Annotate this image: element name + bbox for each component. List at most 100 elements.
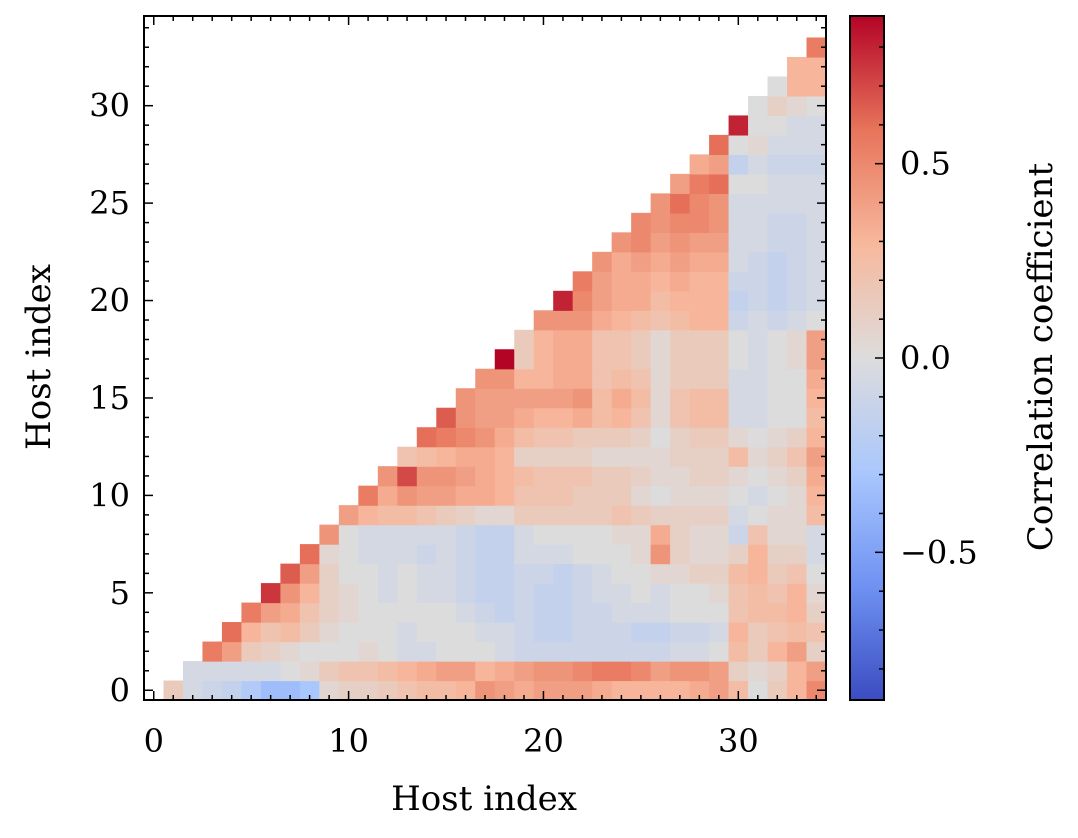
heatmap-cell xyxy=(650,193,671,214)
heatmap-cell xyxy=(533,349,554,370)
heatmap-cell xyxy=(475,427,496,448)
heatmap-cell xyxy=(299,661,320,682)
heatmap-cell xyxy=(650,232,671,253)
heatmap-cell xyxy=(553,485,574,506)
heatmap-cell xyxy=(709,368,730,389)
heatmap-cell xyxy=(806,232,827,253)
heatmap-cell xyxy=(689,602,710,623)
heatmap-cell xyxy=(436,524,457,545)
heatmap-cell xyxy=(514,524,535,545)
heatmap-cell xyxy=(650,466,671,487)
heatmap-cell xyxy=(767,173,788,194)
heatmap-cell xyxy=(689,583,710,604)
heatmap-cell xyxy=(767,154,788,175)
heatmap-cell xyxy=(748,212,769,233)
heatmap-cell xyxy=(709,583,730,604)
heatmap-cell xyxy=(806,388,827,409)
heatmap-cell xyxy=(806,544,827,565)
heatmap-cell xyxy=(475,524,496,545)
heatmap-cell xyxy=(338,661,359,682)
heatmap-cell xyxy=(689,680,710,701)
heatmap-cell xyxy=(806,271,827,292)
heatmap-cell xyxy=(377,622,398,643)
heatmap-cell xyxy=(436,407,457,428)
heatmap-cell xyxy=(377,485,398,506)
heatmap-cell xyxy=(592,583,613,604)
heatmap-cell xyxy=(728,641,749,662)
heatmap-cell xyxy=(514,329,535,350)
heatmap-cell xyxy=(670,505,691,526)
heatmap-cell xyxy=(377,661,398,682)
heatmap-cell xyxy=(650,524,671,545)
heatmap-cell xyxy=(728,427,749,448)
heatmap-cell xyxy=(358,602,379,623)
heatmap-cell xyxy=(436,544,457,565)
heatmap-cell xyxy=(494,388,515,409)
heatmap-cell xyxy=(397,544,418,565)
heatmap-cell xyxy=(748,173,769,194)
heatmap-cell xyxy=(436,661,457,682)
heatmap-cell xyxy=(358,583,379,604)
heatmap-cell xyxy=(611,641,632,662)
heatmap-cell xyxy=(631,427,652,448)
heatmap-cell xyxy=(319,622,340,643)
heatmap-cell xyxy=(709,232,730,253)
heatmap-cell xyxy=(787,134,808,155)
heatmap-cell xyxy=(748,193,769,214)
heatmap-cell xyxy=(611,388,632,409)
heatmap-cell xyxy=(787,641,808,662)
heatmap-cell xyxy=(475,505,496,526)
heatmap-cell xyxy=(767,271,788,292)
heatmap-cell xyxy=(514,466,535,487)
heatmap-cell xyxy=(592,505,613,526)
heatmap-cell xyxy=(650,505,671,526)
heatmap-cell xyxy=(767,563,788,584)
heatmap-cell xyxy=(572,368,593,389)
heatmap-cell xyxy=(533,388,554,409)
heatmap-cell xyxy=(397,485,418,506)
heatmap-cell xyxy=(611,563,632,584)
heatmap-cell xyxy=(514,505,535,526)
heatmap-cell xyxy=(514,680,535,701)
heatmap-cell xyxy=(709,134,730,155)
heatmap-cell xyxy=(377,544,398,565)
heatmap-cell xyxy=(787,446,808,467)
heatmap-cell xyxy=(221,622,243,643)
heatmap-cell xyxy=(806,290,827,311)
heatmap-cell xyxy=(299,622,320,643)
heatmap-cell xyxy=(748,602,769,623)
heatmap-cell xyxy=(514,544,535,565)
heatmap-cell xyxy=(767,232,788,253)
heatmap-cell xyxy=(377,563,398,584)
heatmap-cell xyxy=(514,661,535,682)
heatmap-cell xyxy=(787,388,808,409)
heatmap-cell xyxy=(416,485,437,506)
colorbar-ticks: −0.5 0.0 0.5 xyxy=(875,46,978,670)
heatmap-cell xyxy=(358,641,379,662)
heatmap-cell xyxy=(611,485,632,506)
heatmap-cell xyxy=(592,641,613,662)
heatmap-cell xyxy=(592,310,613,331)
heatmap-cell xyxy=(709,407,730,428)
heatmap-cell xyxy=(670,388,691,409)
heatmap-cell xyxy=(670,290,691,311)
heatmap-cell xyxy=(806,602,827,623)
heatmap-cell xyxy=(728,173,749,194)
heatmap-cell xyxy=(728,251,749,272)
heatmap-cell xyxy=(533,485,554,506)
heatmap-cell xyxy=(592,524,613,545)
heatmap-cell xyxy=(553,349,574,370)
heatmap-cell xyxy=(455,524,476,545)
heatmap-cell xyxy=(436,680,457,701)
heatmap-cell xyxy=(260,661,281,682)
heatmap-cell xyxy=(455,388,476,409)
heatmap-cell xyxy=(728,134,749,155)
heatmap-cell xyxy=(533,641,554,662)
heatmap-cell xyxy=(182,680,204,701)
heatmap-cell xyxy=(377,583,398,604)
heatmap-cell xyxy=(299,641,320,662)
colorbar-label: Correlation coefficient xyxy=(1021,163,1061,552)
heatmap-cell xyxy=(709,505,730,526)
heatmap-cell xyxy=(689,446,710,467)
heatmap-cell xyxy=(475,661,496,682)
